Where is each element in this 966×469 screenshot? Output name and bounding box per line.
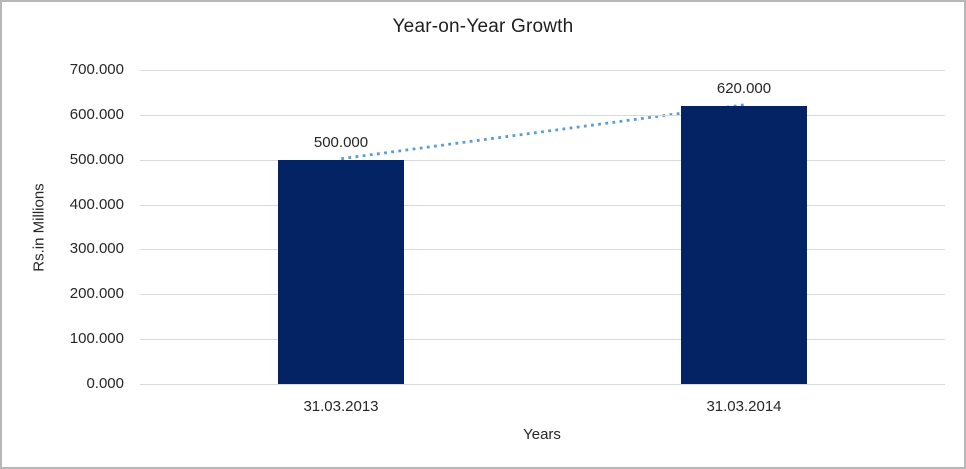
y-tick-label: 700.000 — [69, 61, 124, 78]
y-tick-label: 400.000 — [69, 196, 124, 213]
x-tick-label: 31.03.2013 — [303, 398, 379, 415]
bar-31.03.2014 — [681, 106, 807, 384]
data-label: 500.000 — [313, 134, 369, 151]
y-tick-label: 300.000 — [69, 240, 124, 257]
y-tick-label: 200.000 — [69, 285, 124, 302]
x-axis-title: Years — [523, 426, 561, 443]
y-tick-label: 0.000 — [86, 375, 124, 392]
x-tick-label: 31.03.2014 — [706, 398, 782, 415]
gridline — [140, 339, 945, 340]
gridline — [140, 115, 945, 116]
gridline — [140, 384, 945, 385]
y-tick-label: 500.000 — [69, 151, 124, 168]
chart-title: Year-on-Year Growth — [392, 16, 574, 37]
y-tick-label: 100.000 — [69, 330, 124, 347]
gridline — [140, 249, 945, 250]
bar-31.03.2013 — [278, 160, 404, 384]
gridline — [140, 294, 945, 295]
gridline — [140, 70, 945, 71]
gridline — [140, 205, 945, 206]
gridline — [140, 160, 945, 161]
y-tick-label: 600.000 — [69, 106, 124, 123]
data-label: 620.000 — [716, 80, 772, 97]
